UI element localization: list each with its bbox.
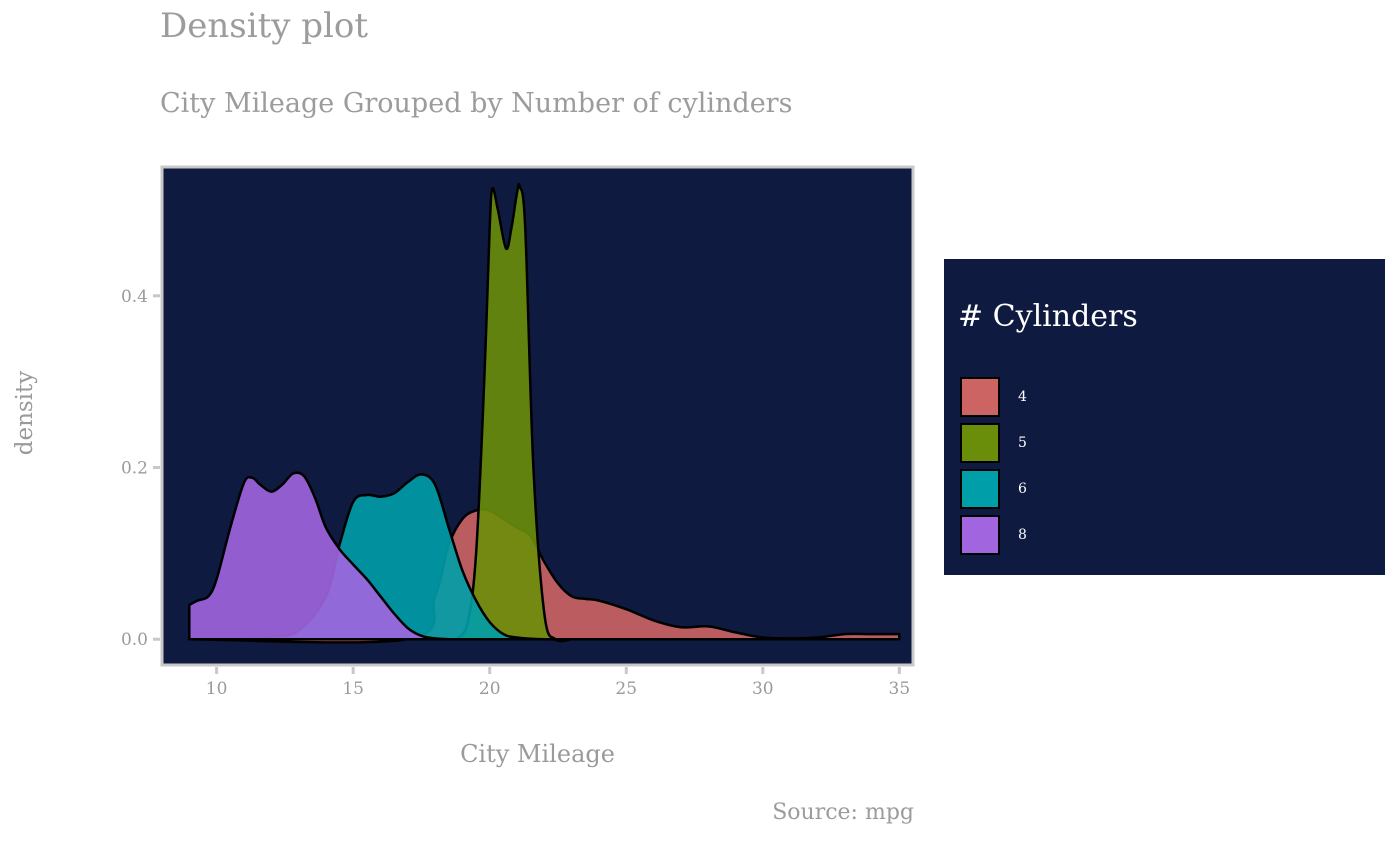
legend-title: # Cylinders [958,299,1138,334]
chart-title: Density plot [160,6,369,46]
y-tick-label: 0.4 [121,287,148,307]
density-area-8 [188,471,464,641]
legend: # Cylinders 4 5 6 8 [944,259,1385,575]
density-area-5 [455,183,573,643]
chart-subtitle: City Mileage Grouped by Number of cylind… [160,88,793,119]
legend-item: 5 [960,423,1160,463]
density-area-4 [188,508,901,644]
x-tick-label: 20 [479,679,501,699]
x-axis-title: City Mileage [460,740,615,768]
caption: Source: mpg [772,800,914,825]
legend-item: 8 [960,515,1160,555]
legend-label: 4 [1018,389,1027,405]
y-tick-label: 0.2 [121,459,148,479]
y-axis-title: density [12,371,38,456]
x-tick-label: 35 [889,679,911,699]
y-tick-label: 0.0 [121,630,148,650]
legend-swatch [960,469,1000,509]
x-tick-label: 15 [342,679,364,699]
legend-label: 6 [1018,481,1027,497]
legend-label: 5 [1018,435,1027,451]
legend-swatch [960,515,1000,555]
x-tick-label: 25 [615,679,637,699]
legend-label: 8 [1018,527,1027,543]
legend-item: 4 [960,377,1160,417]
legend-swatch [960,377,1000,417]
x-tick-label: 10 [206,679,228,699]
legend-swatch [960,423,1000,463]
x-tick-label: 30 [752,679,774,699]
legend-item: 6 [960,469,1160,509]
